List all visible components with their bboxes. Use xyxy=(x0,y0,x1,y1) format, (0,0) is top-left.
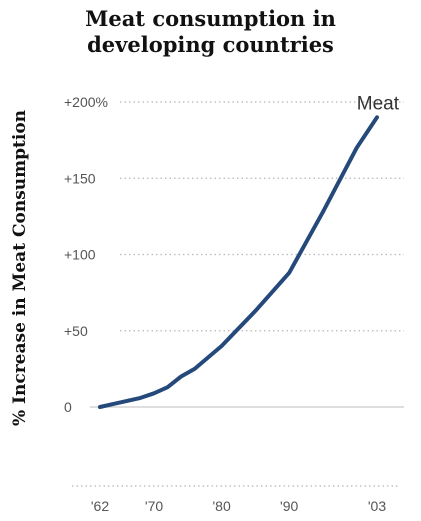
data-point xyxy=(152,391,156,395)
data-point xyxy=(125,399,129,403)
series-group: Meat xyxy=(98,93,400,409)
series-line-meat xyxy=(98,115,379,409)
x-tick-label: '03 xyxy=(368,498,386,514)
y-tick-label: +200% xyxy=(64,94,108,110)
data-point xyxy=(355,146,359,150)
x-tick-labels: '62 '70 '80 '90 '03 xyxy=(91,498,386,514)
data-point xyxy=(98,405,102,409)
data-point xyxy=(321,210,325,214)
data-point xyxy=(253,309,257,313)
data-point xyxy=(192,367,197,371)
y-tick-label: 0 xyxy=(64,399,72,415)
data-point xyxy=(220,344,224,348)
data-point xyxy=(287,271,291,275)
x-tick-label: '62 xyxy=(91,498,109,514)
gridlines xyxy=(90,101,404,408)
y-tick-label: +100 xyxy=(64,247,96,263)
data-point xyxy=(165,385,170,389)
data-point xyxy=(111,402,116,406)
data-point xyxy=(375,115,379,119)
x-tick-label: '80 xyxy=(212,498,230,514)
series-label: Meat xyxy=(357,93,400,114)
data-point xyxy=(138,396,143,400)
chart-title-line-1: Meat consumption in xyxy=(85,6,336,31)
data-point xyxy=(179,374,183,379)
x-tick-label: '90 xyxy=(280,498,298,514)
y-tick-label: +50 xyxy=(64,323,88,339)
y-tick-labels: 0 +50 +100 +150 +200% xyxy=(64,94,108,415)
y-tick-label: +150 xyxy=(64,170,96,186)
chart-title: Meat consumption in developing countries xyxy=(0,6,421,58)
x-tick-label: '70 xyxy=(145,498,163,514)
chart-title-line-2: developing countries xyxy=(87,32,334,57)
